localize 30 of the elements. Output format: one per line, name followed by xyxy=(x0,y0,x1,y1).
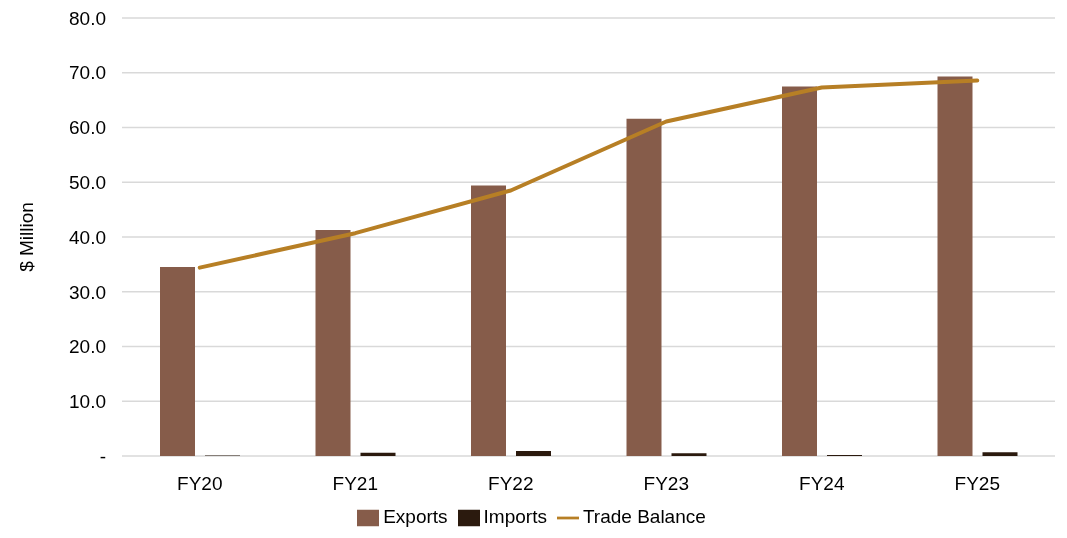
bar xyxy=(782,86,817,457)
x-tick-label: FY20 xyxy=(177,472,223,494)
x-tick-label: FY21 xyxy=(332,472,378,494)
y-tick-label: 10.0 xyxy=(69,391,106,413)
x-tick-label: FY25 xyxy=(954,472,1000,494)
y-tick-label: - xyxy=(99,445,106,467)
x-tick-label: FY22 xyxy=(488,472,534,494)
legend-label: Imports xyxy=(483,506,547,528)
bar xyxy=(315,229,351,457)
y-tick-label: 30.0 xyxy=(69,281,106,303)
y-tick-label: 70.0 xyxy=(69,62,106,84)
bar xyxy=(516,451,551,457)
y-tick-label: 50.0 xyxy=(69,172,106,193)
bar xyxy=(982,452,1018,457)
bar xyxy=(471,185,506,457)
legend-label: Trade Balance xyxy=(582,506,706,528)
bar xyxy=(671,453,707,457)
legend-label: Exports xyxy=(383,506,448,528)
bar xyxy=(360,452,396,457)
bar xyxy=(626,118,662,457)
bar xyxy=(937,76,973,457)
y-tick-label: 40.0 xyxy=(69,226,106,248)
y-axis-title: $ Million xyxy=(15,202,37,272)
x-tick-label: FY23 xyxy=(643,472,689,494)
bar xyxy=(160,267,195,457)
x-tick-label: FY24 xyxy=(799,472,845,494)
y-tick-label: 20.0 xyxy=(69,336,106,358)
y-tick-label: 60.0 xyxy=(69,117,106,139)
y-tick-label: 80.0 xyxy=(69,7,106,29)
line-series xyxy=(197,78,980,270)
